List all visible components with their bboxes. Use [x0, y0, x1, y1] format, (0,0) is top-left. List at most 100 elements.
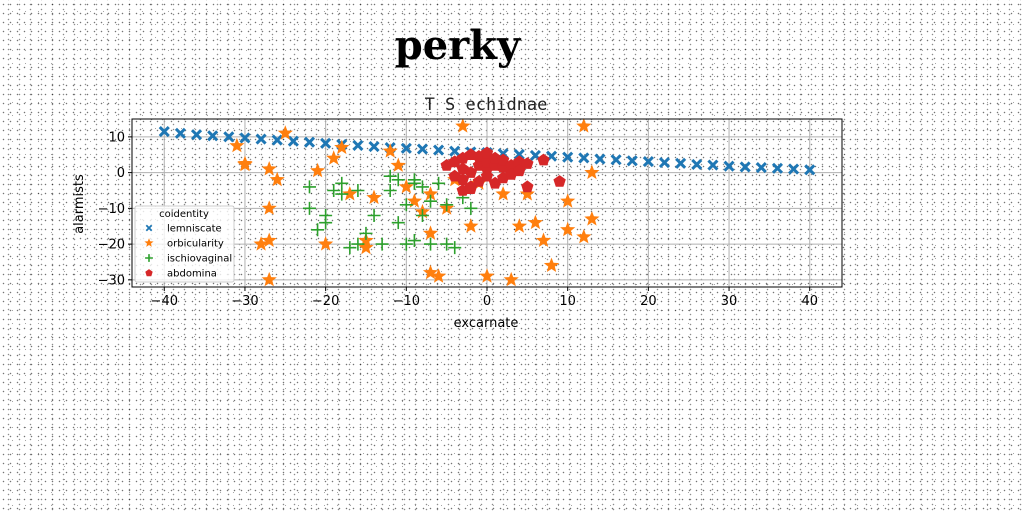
y-tick-label: −30 [98, 273, 125, 288]
abdomina-point [553, 175, 566, 187]
orbicularity-point [576, 229, 592, 244]
ischiovaginal-point [303, 180, 316, 194]
ischiovaginal-point [335, 187, 349, 201]
orbicularity-point [326, 150, 342, 165]
lemniscate-point [174, 127, 186, 139]
ischiovaginal-point [383, 169, 397, 183]
lemniscate-point [190, 129, 203, 141]
lemniscate-point [207, 130, 219, 142]
ischiovaginal-point [359, 226, 373, 240]
lemniscate-point [723, 160, 735, 172]
x-tick-label: 40 [801, 294, 818, 309]
orbicularity-point [253, 236, 269, 251]
ischiovaginal-point [464, 201, 478, 215]
lemniscate-point [658, 157, 671, 169]
y-tick-label: 10 [108, 130, 125, 145]
ischiovaginal-point [415, 180, 429, 194]
orbicularity-point [237, 156, 253, 172]
legend-label-ischiovaginal: ischiovaginal [167, 254, 232, 265]
legend-label-abdomina: abdomina [167, 269, 217, 280]
legend-label-orbicularity: orbicularity [167, 239, 224, 250]
ischiovaginal-point [367, 209, 381, 223]
lemniscate-point [755, 162, 767, 174]
y-tick-label: 0 [117, 166, 125, 181]
orbicularity-point [455, 118, 471, 133]
ischiovaginal-point [391, 173, 405, 187]
x-tick-label: −20 [312, 294, 339, 309]
x-axis-label: excarnate [454, 316, 519, 331]
abdomina-point [521, 180, 534, 193]
abdomina-point [513, 164, 526, 177]
legend-title: coidentity [159, 209, 209, 220]
orbicularity-point [543, 257, 560, 272]
lemniscate-point [303, 136, 316, 148]
ischiovaginal-point [319, 216, 333, 230]
orbicularity-point [511, 218, 527, 233]
orbicularity-point [261, 271, 277, 287]
orbicularity-point [422, 186, 439, 201]
legend-marker-orbicularity [144, 238, 154, 247]
ischiovaginal-point [303, 201, 316, 215]
ischiovaginal-point [311, 223, 325, 237]
lemniscate-point [368, 140, 380, 153]
ischiovaginal-point [407, 173, 421, 187]
orbicularity-point [269, 171, 285, 187]
orbicularity-point [527, 214, 543, 230]
orbicularity-point [382, 143, 398, 158]
lemniscate-point [400, 142, 412, 154]
lemniscate-point [513, 148, 525, 160]
data-points [158, 118, 816, 287]
lemniscate-point [771, 162, 784, 174]
orbicularity-point [584, 164, 600, 180]
orbicularity-point [277, 125, 293, 140]
lemniscate-point [578, 152, 590, 164]
orbicularity-point [310, 162, 326, 178]
x-tick-label: 20 [640, 294, 657, 309]
orbicularity-point [390, 157, 406, 172]
x-tick-label: −10 [393, 294, 420, 309]
ischiovaginal-point [407, 234, 421, 248]
x-tick-label: 10 [559, 294, 576, 309]
lemniscate-point [158, 125, 170, 138]
orbicularity-point [342, 186, 358, 201]
orbicularity-point [229, 137, 245, 153]
ischiovaginal-point [343, 241, 357, 255]
axis-ticks: −40 −30 −20 −10 0 10 20 30 40 10 0 −10 −20 −30 [98, 130, 818, 309]
legend-box [134, 205, 235, 283]
ischiovaginal-point [440, 237, 454, 251]
orbicularity-point [535, 232, 552, 247]
abdomina-point [464, 166, 477, 178]
abdomina-point [472, 175, 486, 187]
abdomina-point [480, 169, 494, 182]
legend-marker-abdomina [145, 269, 153, 277]
orbicularity-point [261, 200, 277, 215]
lemniscate-point [707, 159, 719, 171]
orbicularity-point [560, 193, 576, 208]
ischiovaginal-point [424, 194, 438, 208]
ischiovaginal-point [415, 209, 429, 223]
lemniscate-point [804, 164, 816, 176]
lemniscate-point [239, 132, 251, 144]
legend-marker-lemniscate [145, 224, 153, 232]
orbicularity-point [479, 268, 495, 283]
ischiovaginal-point [399, 198, 413, 212]
orbicularity-point [398, 178, 414, 194]
orbicularity-point [463, 218, 479, 233]
lemniscate-point [287, 135, 299, 147]
lemniscate-point [642, 155, 654, 168]
ischiovaginal-point [424, 237, 438, 251]
orbicularity-point [358, 239, 374, 255]
orbicularity-point [519, 186, 535, 201]
orbicularity-point [495, 186, 511, 201]
x-tick-label: −40 [151, 294, 178, 309]
orbicularity-point [261, 232, 277, 247]
lemniscate-point [449, 145, 461, 157]
lemniscate-point [271, 134, 283, 146]
lemniscate-point [223, 131, 235, 143]
orbicularity-point [422, 264, 439, 280]
legend: coidentity lemniscate orbicularity ischiov… [134, 205, 235, 283]
legend-marker-ischiovaginal [145, 254, 153, 262]
orbicularity-point [503, 271, 519, 287]
y-axis-label: alarmists [72, 174, 87, 234]
